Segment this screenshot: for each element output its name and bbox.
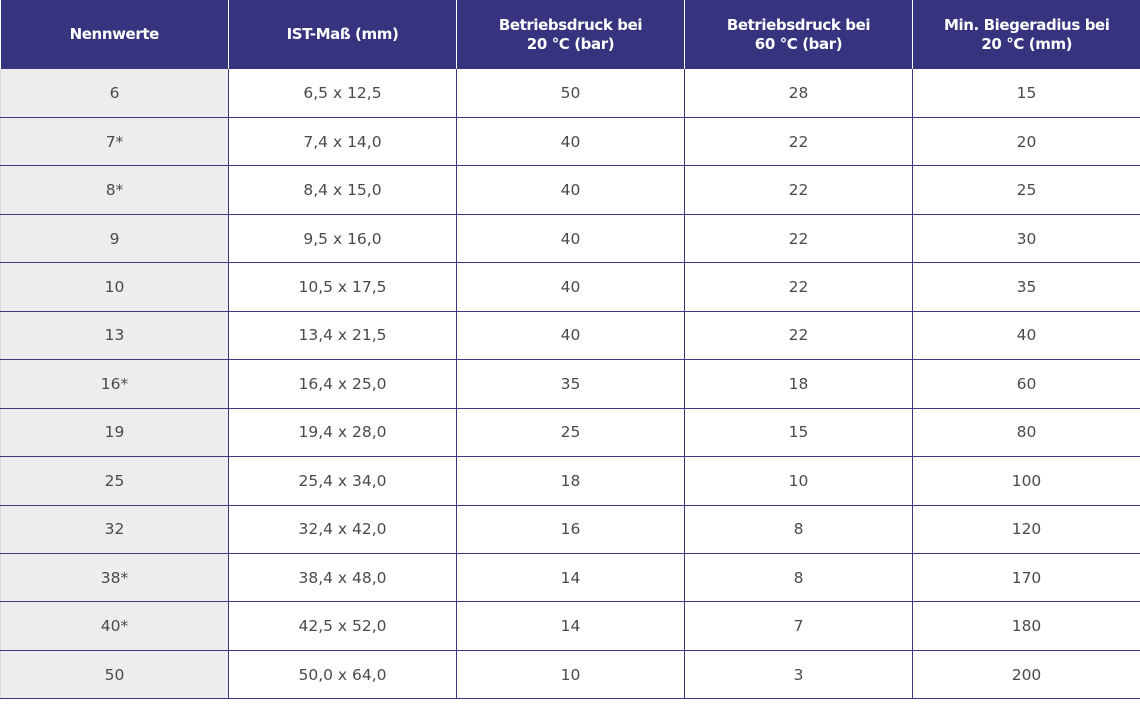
header-betriebsdruck-60: Betriebsdruck bei 60 °C (bar) — [684, 0, 913, 69]
cell-nennwert: 32 — [0, 504, 229, 555]
table-row: 32 32,4 x 42,0 16 8 120 — [0, 504, 1140, 555]
cell-betriebsdruck-20: 40 — [456, 213, 685, 264]
specification-table: Nennwerte IST-Maß (mm) Betriebsdruck bei… — [0, 0, 1140, 700]
cell-nennwert: 6 — [0, 69, 229, 118]
cell-betriebsdruck-60: 22 — [684, 262, 913, 312]
cell-nennwert: 8* — [0, 165, 229, 215]
cell-ist-mass: 8,4 x 15,0 — [228, 165, 457, 215]
cell-biegeradius: 30 — [912, 213, 1140, 264]
cell-betriebsdruck-20: 16 — [456, 504, 685, 555]
cell-betriebsdruck-60: 8 — [684, 504, 913, 555]
cell-betriebsdruck-20: 40 — [456, 262, 685, 312]
cell-betriebsdruck-60: 22 — [684, 213, 913, 264]
table-header: Nennwerte IST-Maß (mm) Betriebsdruck bei… — [0, 0, 1140, 69]
table-row: 6 6,5 x 12,5 50 28 15 — [0, 69, 1140, 118]
header-betriebsdruck-20: Betriebsdruck bei 20 °C (bar) — [456, 0, 685, 69]
header-ist-mass-label: IST-Maß (mm) — [286, 25, 399, 43]
header-biegeradius-line-2: 20 °C (mm) — [981, 34, 1073, 53]
header-nennwerte: Nennwerte — [0, 0, 229, 69]
header-biegeradius: Min. Biegeradius bei 20 °C (mm) — [912, 0, 1140, 69]
cell-betriebsdruck-60: 7 — [684, 601, 913, 651]
cell-betriebsdruck-60: 22 — [684, 116, 913, 167]
table-row: 7* 7,4 x 14,0 40 22 20 — [0, 116, 1140, 167]
cell-betriebsdruck-60: 3 — [684, 649, 913, 700]
cell-ist-mass: 7,4 x 14,0 — [228, 116, 457, 167]
cell-ist-mass: 9,5 x 16,0 — [228, 213, 457, 264]
cell-nennwert: 16* — [0, 359, 229, 409]
cell-betriebsdruck-20: 10 — [456, 649, 685, 700]
cell-nennwert: 9 — [0, 213, 229, 264]
cell-betriebsdruck-60: 8 — [684, 553, 913, 603]
cell-ist-mass: 10,5 x 17,5 — [228, 262, 457, 312]
table-row: 38* 38,4 x 48,0 14 8 170 — [0, 553, 1140, 603]
specification-table-container: Nennwerte IST-Maß (mm) Betriebsdruck bei… — [0, 0, 1140, 700]
cell-nennwert: 50 — [0, 649, 229, 700]
cell-nennwert: 19 — [0, 407, 229, 458]
cell-biegeradius: 25 — [912, 165, 1140, 215]
header-betriebsdruck-60-line-1: Betriebsdruck bei — [726, 15, 871, 34]
cell-biegeradius: 200 — [912, 649, 1140, 700]
cell-betriebsdruck-20: 50 — [456, 69, 685, 118]
table-row: 25 25,4 x 34,0 18 10 100 — [0, 456, 1140, 506]
table-row: 10 10,5 x 17,5 40 22 35 — [0, 262, 1140, 312]
cell-nennwert: 10 — [0, 262, 229, 312]
cell-nennwert: 40* — [0, 601, 229, 651]
table-row: 50 50,0 x 64,0 10 3 200 — [0, 649, 1140, 700]
header-betriebsdruck-20-line-1: Betriebsdruck bei — [498, 15, 643, 34]
table-row: 40* 42,5 x 52,0 14 7 180 — [0, 601, 1140, 651]
cell-ist-mass: 38,4 x 48,0 — [228, 553, 457, 603]
cell-betriebsdruck-20: 40 — [456, 165, 685, 215]
table-body: 6 6,5 x 12,5 50 28 15 7* 7,4 x 14,0 40 22 20 8* 8,4… — [0, 69, 1140, 700]
cell-betriebsdruck-20: 35 — [456, 359, 685, 409]
cell-ist-mass: 16,4 x 25,0 — [228, 359, 457, 409]
cell-biegeradius: 170 — [912, 553, 1140, 603]
cell-nennwert: 7* — [0, 116, 229, 167]
cell-betriebsdruck-20: 14 — [456, 601, 685, 651]
cell-biegeradius: 20 — [912, 116, 1140, 167]
cell-betriebsdruck-20: 40 — [456, 116, 685, 167]
cell-biegeradius: 120 — [912, 504, 1140, 555]
cell-ist-mass: 19,4 x 28,0 — [228, 407, 457, 458]
header-ist-mass: IST-Maß (mm) — [228, 0, 457, 69]
cell-nennwert: 25 — [0, 456, 229, 506]
cell-ist-mass: 32,4 x 42,0 — [228, 504, 457, 555]
table-row: 19 19,4 x 28,0 25 15 80 — [0, 407, 1140, 458]
cell-betriebsdruck-60: 10 — [684, 456, 913, 506]
cell-biegeradius: 40 — [912, 310, 1140, 361]
cell-ist-mass: 13,4 x 21,5 — [228, 310, 457, 361]
cell-biegeradius: 80 — [912, 407, 1140, 458]
cell-biegeradius: 180 — [912, 601, 1140, 651]
cell-nennwert: 13 — [0, 310, 229, 361]
header-nennwerte-label: Nennwerte — [69, 25, 160, 43]
cell-ist-mass: 50,0 x 64,0 — [228, 649, 457, 700]
cell-betriebsdruck-20: 18 — [456, 456, 685, 506]
cell-biegeradius: 35 — [912, 262, 1140, 312]
header-betriebsdruck-60-line-2: 60 °C (bar) — [754, 34, 843, 53]
table-row: 16* 16,4 x 25,0 35 18 60 — [0, 359, 1140, 409]
cell-biegeradius: 60 — [912, 359, 1140, 409]
cell-betriebsdruck-20: 14 — [456, 553, 685, 603]
header-biegeradius-line-1: Min. Biegeradius bei — [943, 15, 1110, 34]
cell-betriebsdruck-60: 22 — [684, 165, 913, 215]
cell-biegeradius: 100 — [912, 456, 1140, 506]
cell-ist-mass: 42,5 x 52,0 — [228, 601, 457, 651]
cell-betriebsdruck-60: 22 — [684, 310, 913, 361]
cell-betriebsdruck-60: 18 — [684, 359, 913, 409]
cell-betriebsdruck-60: 15 — [684, 407, 913, 458]
table-row: 8* 8,4 x 15,0 40 22 25 — [0, 165, 1140, 215]
table-row: 13 13,4 x 21,5 40 22 40 — [0, 310, 1140, 361]
cell-betriebsdruck-20: 40 — [456, 310, 685, 361]
cell-biegeradius: 15 — [912, 69, 1140, 118]
cell-ist-mass: 6,5 x 12,5 — [228, 69, 457, 118]
cell-nennwert: 38* — [0, 553, 229, 603]
cell-ist-mass: 25,4 x 34,0 — [228, 456, 457, 506]
cell-betriebsdruck-60: 28 — [684, 69, 913, 118]
header-betriebsdruck-20-line-2: 20 °C (bar) — [526, 34, 615, 53]
table-row: 9 9,5 x 16,0 40 22 30 — [0, 213, 1140, 264]
cell-betriebsdruck-20: 25 — [456, 407, 685, 458]
header-row: Nennwerte IST-Maß (mm) Betriebsdruck bei… — [0, 0, 1140, 69]
